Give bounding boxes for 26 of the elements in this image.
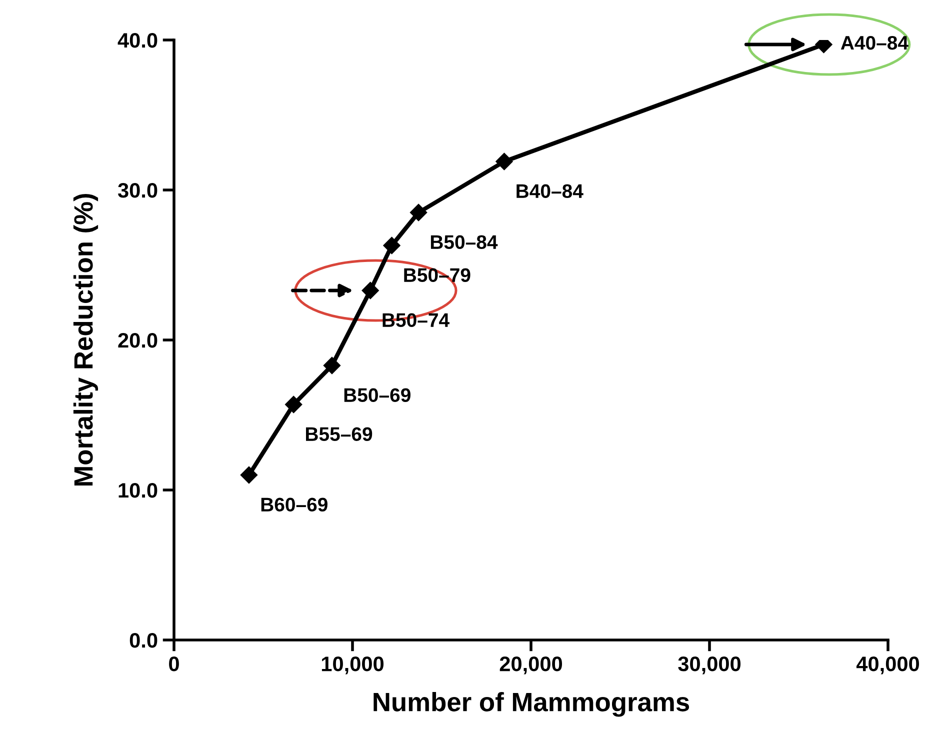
annotation: B55–69 <box>306 427 372 442</box>
annotation: A40–84 <box>840 36 908 50</box>
point <box>323 356 341 374</box>
y-axis-title: Mortality Reduction (%) <box>73 194 98 486</box>
y-tick-label: 0.0 <box>130 633 158 648</box>
x-tick-label: 10,000 <box>322 656 384 674</box>
y-tick-label: 40.0 <box>118 33 158 48</box>
x-axis-title: Number of Mammograms <box>374 692 690 717</box>
annotation: B50–84 <box>430 235 498 250</box>
y-tick-label: 20.0 <box>118 333 158 348</box>
x-tick-label: 0 <box>169 656 179 672</box>
point <box>362 282 379 300</box>
annotation: B50–74 <box>382 313 450 328</box>
point <box>285 396 302 414</box>
y-tick-label: 10.0 <box>118 483 158 498</box>
point <box>410 204 428 222</box>
point <box>383 236 400 254</box>
x-tick-label: 20,000 <box>500 656 562 674</box>
x-tick-label: 30,000 <box>678 656 741 674</box>
point <box>240 466 258 484</box>
annotation: B60–69 <box>261 498 328 512</box>
annotation: B50–69 <box>344 388 410 402</box>
annotation: B40–84 <box>516 184 584 198</box>
point <box>496 152 513 170</box>
x-tick-label: 40,000 <box>856 656 920 674</box>
y-tick-label: 30.0 <box>118 183 158 198</box>
